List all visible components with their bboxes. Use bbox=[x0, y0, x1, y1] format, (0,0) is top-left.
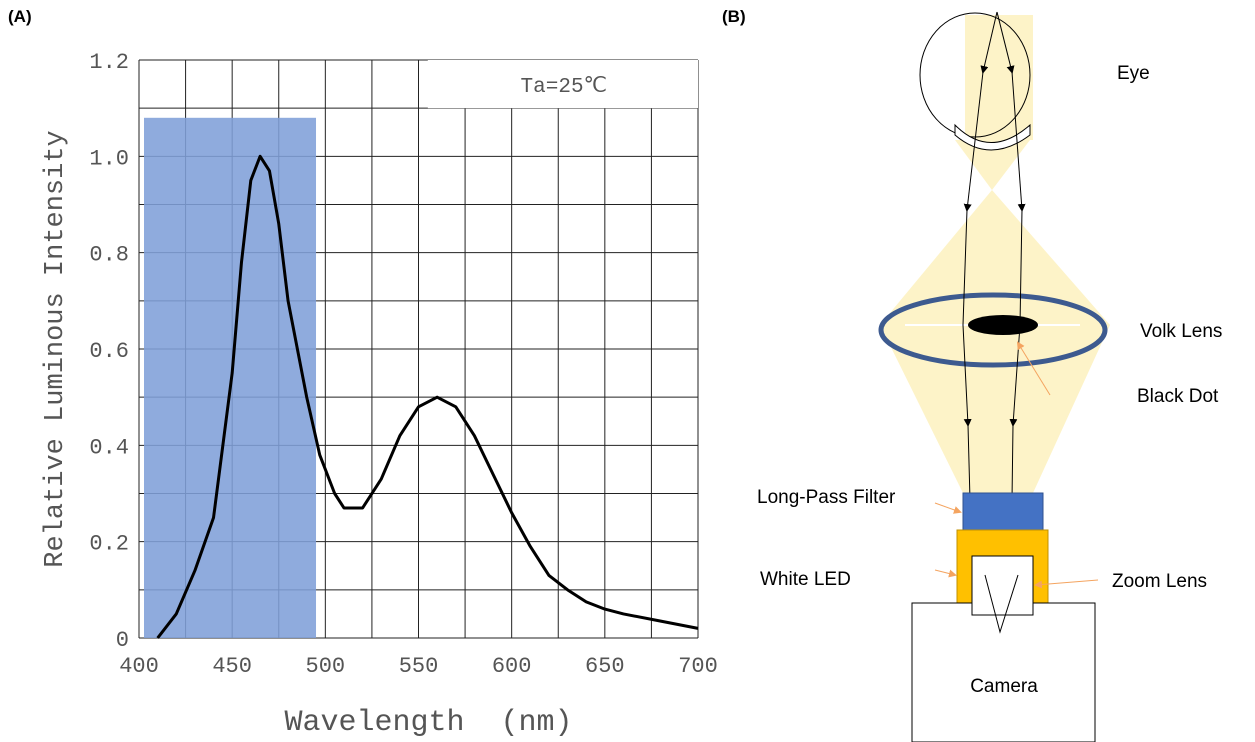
x-tick-label: 450 bbox=[212, 654, 252, 679]
light-beam bbox=[965, 15, 1033, 140]
x-tick-label: 550 bbox=[399, 654, 439, 679]
y-tick-label: 1.2 bbox=[89, 50, 129, 75]
spectrum-chart: Ta=25℃ 400 450 500 550 600 650 700 0 0.2 0.4 0.6 0.8… bbox=[41, 50, 718, 740]
x-tick-label: 650 bbox=[585, 654, 625, 679]
y-tick-label: 1.0 bbox=[89, 146, 129, 171]
light-beam bbox=[880, 190, 1110, 493]
x-tick-label: 700 bbox=[678, 654, 718, 679]
pointer bbox=[935, 503, 960, 512]
y-tick-label: 0 bbox=[116, 628, 129, 653]
x-tick-label: 600 bbox=[492, 654, 532, 679]
highlight-band bbox=[144, 118, 316, 638]
panel-label: (A) bbox=[8, 7, 32, 26]
label: Black Dot bbox=[1137, 386, 1219, 407]
label: White LED bbox=[760, 569, 851, 590]
y-tick-label: 0.4 bbox=[89, 435, 129, 460]
y-tick-label: 0.8 bbox=[89, 243, 129, 268]
y-tick-label: 0.2 bbox=[89, 532, 129, 557]
label: Volk Lens bbox=[1140, 321, 1222, 342]
label: Long-Pass Filter bbox=[757, 487, 896, 508]
figure: (A) (B) Ta=25℃ 400 450 500 550 600 650 700 0 0.2 0… bbox=[0, 0, 1255, 742]
x-tick-label: 500 bbox=[306, 654, 346, 679]
long-pass-filter bbox=[963, 493, 1043, 530]
annotation: Ta=25℃ bbox=[521, 76, 608, 99]
panel-label: (B) bbox=[722, 7, 746, 26]
label: Eye bbox=[1117, 63, 1150, 84]
label: Zoom Lens bbox=[1112, 571, 1207, 592]
zoom-lens bbox=[972, 556, 1033, 615]
y-tick-label: 0.6 bbox=[89, 339, 129, 364]
black-dot bbox=[968, 315, 1038, 335]
pointer bbox=[935, 570, 955, 575]
imaging-diagram: Eye Volk Lens Black Dot Long-Pass Filter… bbox=[757, 12, 1222, 742]
camera bbox=[912, 603, 1095, 742]
label: Camera bbox=[970, 676, 1038, 697]
y-axis-label: Relative Luminous Intensity bbox=[41, 130, 71, 567]
x-tick-label: 400 bbox=[119, 654, 159, 679]
x-axis-label: Wavelength (nm) bbox=[284, 706, 572, 740]
page: {"panels": ["(A)", "(B)"], "chart_data":… bbox=[0, 0, 1255, 742]
